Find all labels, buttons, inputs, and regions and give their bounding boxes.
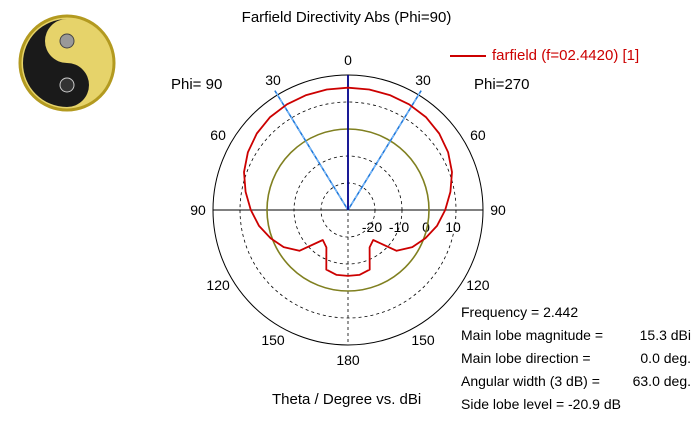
angle-tick-label: 30 [415, 72, 431, 88]
angle-tick-label: 0 [344, 52, 352, 68]
legend-label: farfield (f=02.4420) [1] [492, 47, 640, 64]
angle-tick-label: 150 [261, 332, 285, 348]
x-axis-label: Theta / Degree vs. dBi [272, 391, 422, 408]
angle-tick-label: 90 [490, 202, 506, 218]
radial-tick-label: -20 [362, 219, 382, 235]
angle-tick-label: 60 [210, 127, 226, 143]
beamwidth-line-dash [274, 90, 349, 211]
yin-yang-dot-top [59, 33, 75, 49]
angle-tick-label: 90 [190, 202, 206, 218]
radial-tick-label: -10 [389, 219, 409, 235]
angle-tick-label: 180 [336, 352, 360, 368]
info-row: Angular width (3 dB) = 63.0 deg. [461, 370, 691, 393]
legend-swatch [450, 54, 486, 57]
info-value: 15.3 dBi [639, 327, 691, 343]
info-key: Angular width (3 dB) = [461, 373, 600, 389]
info-sidelobe: Side lobe level = -20.9 dB [461, 396, 621, 412]
angle-tick-label: 150 [411, 332, 435, 348]
angle-tick-label: 120 [206, 277, 230, 293]
angle-tick-label: 30 [265, 72, 281, 88]
phi-right-label: Phi=270 [474, 76, 530, 93]
phi-left-label: Phi= 90 [171, 76, 223, 93]
farfield-curve [243, 86, 453, 277]
yin-yang-dot-bottom [59, 77, 75, 93]
chart-title: Farfield Directivity Abs (Phi=90) [241, 9, 452, 26]
angle-tick-label: 60 [470, 127, 486, 143]
info-frequency: Frequency = 2.442 [461, 304, 579, 320]
beamwidth-line-dash [347, 90, 422, 211]
info-row: Main lobe direction = 0.0 deg. [461, 347, 691, 370]
radial-tick-label: 0 [422, 219, 430, 235]
info-row: Main lobe magnitude = 15.3 dBi [461, 324, 691, 347]
info-key: Main lobe magnitude = [461, 327, 604, 343]
info-value: 0.0 deg. [640, 350, 691, 366]
info-value: 63.0 deg. [632, 373, 691, 389]
info-panel: Frequency = 2.442 Main lobe magnitude = … [461, 301, 691, 416]
info-key: Main lobe direction = [461, 350, 591, 366]
radial-tick-label: 10 [445, 219, 461, 235]
angle-tick-label: 120 [466, 277, 490, 293]
legend: farfield (f=02.4420) [1] [450, 47, 639, 64]
